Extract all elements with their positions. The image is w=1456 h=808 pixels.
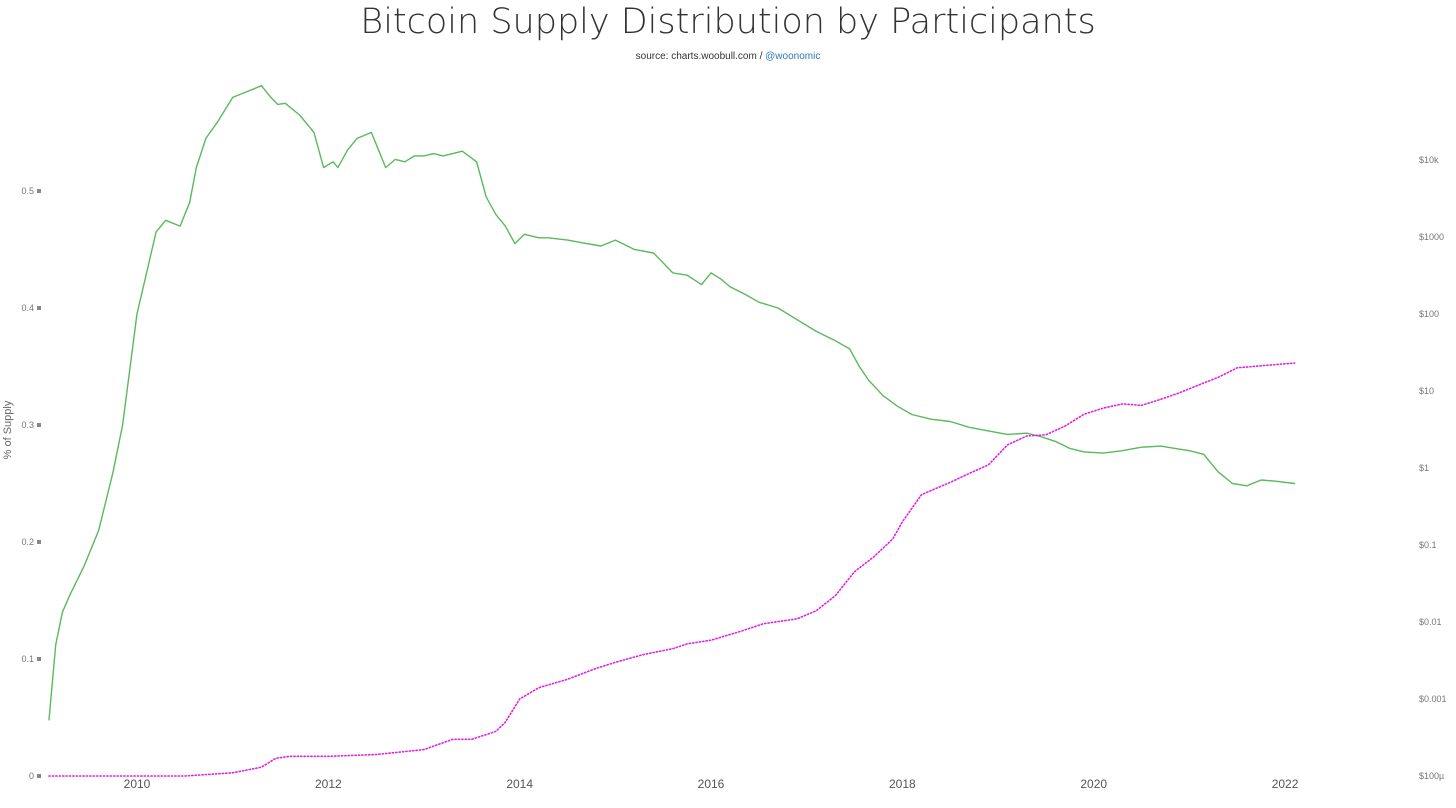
y-tick-label: 0.3 xyxy=(21,420,34,430)
y-tick-label: 0.1 xyxy=(21,654,34,664)
left-axis-ticks: 0 0.1 0.2 0.3 0.4 0.5 xyxy=(21,186,41,781)
y2-tick-label: $1 xyxy=(1419,463,1429,473)
y2-tick-label: $100µ xyxy=(1419,771,1444,781)
author-link[interactable]: @woonomic xyxy=(765,51,821,62)
y-tick-label: 0 xyxy=(29,771,34,781)
chart-subtitle: source: charts.woobull.com / @woonomic xyxy=(0,51,1456,62)
y2-tick-label: $0.01 xyxy=(1419,617,1442,627)
y2-tick-label: $1000 xyxy=(1419,232,1444,242)
supply-series-line xyxy=(48,84,1296,721)
y-tick-marker xyxy=(37,540,41,544)
series-layer xyxy=(48,84,1296,777)
y-tick-marker xyxy=(37,774,41,778)
x-tick-label: 2012 xyxy=(315,777,342,791)
x-tick-label: 2020 xyxy=(1080,777,1107,791)
y-tick-marker xyxy=(37,657,41,661)
price-series-line xyxy=(48,362,1296,777)
x-tick-label: 2016 xyxy=(698,777,725,791)
y2-tick-label: $10 xyxy=(1419,386,1434,396)
y2-tick-label: $10k xyxy=(1419,155,1439,165)
y2-tick-label: $0.1 xyxy=(1419,540,1437,550)
x-tick-label: 2018 xyxy=(889,777,916,791)
x-tick-label: 2010 xyxy=(124,777,151,791)
y-tick-label: 0.4 xyxy=(21,303,34,313)
y-axis-label: % of Supply xyxy=(2,400,14,459)
x-tick-label: 2014 xyxy=(506,777,533,791)
y2-tick-label: $100 xyxy=(1419,309,1439,319)
source-text: source: charts.woobull.com / xyxy=(635,51,766,62)
y-tick-marker xyxy=(37,189,41,193)
chart-title: Bitcoin Supply Distribution by Participa… xyxy=(360,2,1096,42)
y-tick-label: 0.2 xyxy=(21,537,34,547)
y-tick-label: 0.5 xyxy=(21,186,34,196)
y-tick-marker xyxy=(37,423,41,427)
y-tick-marker xyxy=(37,306,41,310)
x-tick-label: 2022 xyxy=(1272,777,1299,791)
right-axis-ticks: $100µ $0.001 $0.01 $0.1 $1 $10 $100 $1000 $10k xyxy=(1419,155,1447,781)
y2-tick-label: $0.001 xyxy=(1419,694,1447,704)
x-axis-ticks: 2010 2012 2014 2016 2018 2020 2022 xyxy=(124,777,1299,791)
